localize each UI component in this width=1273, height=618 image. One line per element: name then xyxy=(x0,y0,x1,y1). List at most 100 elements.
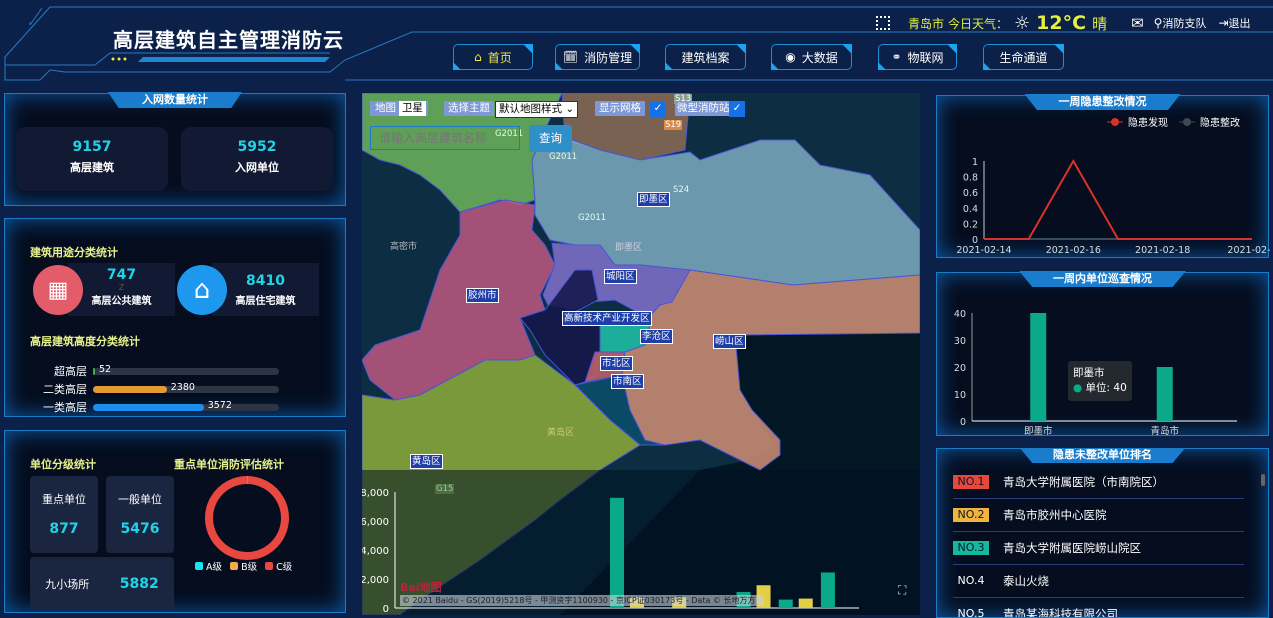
donut-slice xyxy=(209,480,285,556)
mail-icon[interactable]: ✉ xyxy=(1131,14,1144,32)
stat-card-buildings: 9157 高层建筑 xyxy=(16,127,168,191)
units-title: 单位分级统计 xyxy=(30,456,96,472)
baidu-logo: Bai地图 xyxy=(400,579,442,595)
nav-building-archive[interactable]: 建筑档案 xyxy=(665,44,746,70)
weather-bar: 青岛市 今日天气： ☼ 12°C 晴 ✉ ⚲ 消防支队 ⇥ 退出 xyxy=(876,12,1251,34)
public-building-card: 747 Z 高层公共建筑 xyxy=(68,263,175,316)
legend-b[interactable]: B级 xyxy=(230,559,257,573)
legend-c[interactable]: C级 xyxy=(265,559,292,573)
user-icon: ⚲ xyxy=(1154,16,1163,30)
residential-building-card: 8410 高层住宅建筑 xyxy=(212,263,319,316)
stat-card-units: 5952 入网单位 xyxy=(181,127,333,191)
usage-title: 建筑用途分类统计 xyxy=(30,244,118,260)
district-label[interactable]: 李沧区 xyxy=(640,329,673,344)
theme-value: 默认地图样式 xyxy=(499,103,562,115)
building-search-input[interactable] xyxy=(370,126,520,150)
building-stats-panel: 建筑用途分类统计 747 Z 高层公共建筑 ▦ 8410 高层住宅建筑 ⌂ 高层… xyxy=(4,218,346,417)
district-label[interactable]: 市北区 xyxy=(600,356,633,371)
unit-stats-panel: 单位分级统计 重点单位 877 一般单位 5476 九小场所 5882 重点单位… xyxy=(4,430,346,613)
stat-label: 高层建筑 xyxy=(16,159,168,175)
key-unit-card: 重点单位 877 xyxy=(30,476,98,553)
district-label[interactable]: 市南区 xyxy=(611,374,644,389)
x-tick-label: 2021-02-2 xyxy=(1227,245,1270,256)
y-tick-label: 0.6 xyxy=(963,188,978,199)
nav-life-channel[interactable]: 生命通道 xyxy=(983,44,1064,70)
scrollbar[interactable] xyxy=(1261,474,1265,486)
row-label: 一类高层 xyxy=(25,399,87,415)
general-unit-card: 一般单位 5476 xyxy=(106,476,174,553)
map-copyright: © 2021 Baidu - GS(2019)5218号 - 甲测资字11009… xyxy=(400,595,764,606)
district-label[interactable]: 崂山区 xyxy=(713,334,746,349)
card-label: 一般单位 xyxy=(106,491,174,507)
public-label: 高层公共建筑 xyxy=(68,292,175,307)
height-bar-fill xyxy=(93,386,167,393)
height-bar-fill xyxy=(93,368,95,375)
legend-label: 隐患整改 xyxy=(1200,116,1240,129)
rank-name: 青岛市胶州中心医院 xyxy=(1003,507,1107,523)
row-value: 52 xyxy=(99,364,111,375)
nav-big-data[interactable]: ◉大数据 xyxy=(771,44,852,70)
road-label: S19 xyxy=(664,120,682,130)
legend-a[interactable]: A级 xyxy=(195,559,222,573)
y-tick-label: 30 xyxy=(954,336,966,347)
y-tick-label: 1 xyxy=(972,157,978,168)
legend-label: 隐患发现 xyxy=(1128,116,1168,129)
rank-badge: NO.5 xyxy=(953,607,989,618)
map-mode-button[interactable]: 地图 xyxy=(372,101,399,116)
district-label[interactable]: 黄岛区 xyxy=(410,454,443,469)
y-tick-label: 0 xyxy=(960,417,966,428)
legend-label: B级 xyxy=(241,562,257,573)
tooltip-value: 单位: 40 xyxy=(1086,382,1127,394)
building-icon: ▦ xyxy=(33,265,83,315)
grid-checkbox[interactable]: ✓ xyxy=(650,101,666,117)
height-row: 二类高层 2380 xyxy=(25,380,279,398)
row-value: 2380 xyxy=(171,382,195,393)
road-label: G2011 xyxy=(578,213,606,223)
user-name[interactable]: 消防支队 xyxy=(1162,15,1206,31)
logout-icon[interactable]: ⇥ xyxy=(1218,16,1228,30)
road-label: G15 xyxy=(435,484,454,494)
satellite-mode-button[interactable]: 卫星 xyxy=(399,101,426,116)
stat-label: 入网单位 xyxy=(181,159,333,175)
search-button[interactable]: 查询 xyxy=(529,125,572,152)
card-label: 重点单位 xyxy=(30,491,98,507)
bar xyxy=(610,498,624,608)
district-label[interactable]: 高新技术产业开发区 xyxy=(562,311,652,326)
public-extra: Z xyxy=(68,283,175,292)
chevron-down-icon: ⌄ xyxy=(565,103,574,115)
nav-home[interactable]: ⌂首页 xyxy=(453,44,533,70)
station-checkbox[interactable]: ✓ xyxy=(729,101,745,117)
nav-fire-management[interactable]: 🗓消防管理 xyxy=(555,44,640,70)
road-label: G2011 xyxy=(549,152,577,162)
nav-iot[interactable]: ⚭物联网 xyxy=(878,44,957,70)
map-view[interactable]: 高密市 即墨区 黄岛区 G2011 G2011 G2011 S24 S19 S1… xyxy=(362,93,920,615)
height-bar-fill xyxy=(93,404,204,411)
theme-select[interactable]: 默认地图样式 ⌄ xyxy=(495,101,578,118)
logout-button[interactable]: 退出 xyxy=(1229,15,1251,31)
residential-value: 8410 xyxy=(212,273,319,289)
road-label: S24 xyxy=(673,185,689,195)
district-label[interactable]: 城阳区 xyxy=(604,269,637,284)
district-label[interactable]: 即墨区 xyxy=(637,192,670,207)
fullscreen-icon[interactable]: ⛶ xyxy=(898,583,906,598)
y-tick-label: 10 xyxy=(954,390,966,401)
panel-title: 入网数量统计 xyxy=(108,92,242,108)
x-tick-label: 青岛市 xyxy=(1150,425,1179,437)
bar xyxy=(821,572,835,608)
base-label: 即墨区 xyxy=(615,240,642,253)
row-label: 二类高层 xyxy=(25,381,87,397)
y-tick-label: 6,000 xyxy=(362,517,389,528)
qr-code-icon[interactable] xyxy=(876,16,890,30)
base-label: 黄岛区 xyxy=(547,425,574,438)
district-label[interactable]: 胶州市 xyxy=(466,288,499,303)
